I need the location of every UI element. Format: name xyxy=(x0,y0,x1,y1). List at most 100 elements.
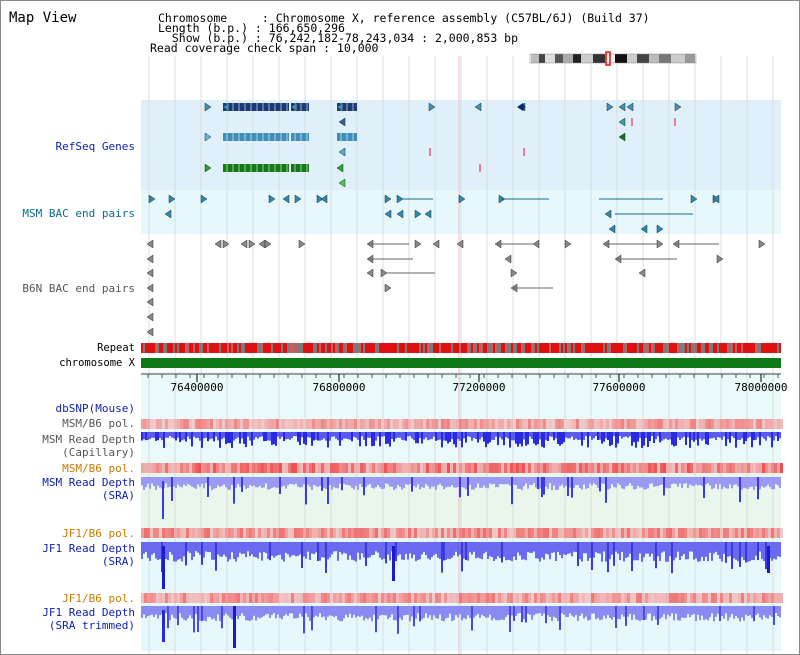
pol-band-cell xyxy=(600,463,603,473)
read-depth-bar xyxy=(757,477,759,500)
track-label-jf1-depth-trimmed[interactable]: JF1 Read Depth (SRA trimmed) xyxy=(42,606,135,632)
pol-band-cell xyxy=(189,593,192,603)
read-depth-bar xyxy=(515,542,517,561)
read-depth-bar xyxy=(369,606,371,618)
read-depth-bar xyxy=(599,606,601,621)
repeat-segment xyxy=(209,343,211,353)
read-depth-bar xyxy=(345,432,347,439)
read-depth-bar xyxy=(597,606,599,618)
pol-band-cell xyxy=(294,593,297,603)
gene-tick xyxy=(674,118,676,126)
track-label-msm-pol-2[interactable]: MSM/B6 pol. xyxy=(62,462,135,475)
read-depth-bar xyxy=(455,606,457,616)
pol-band-cell xyxy=(522,528,525,538)
track-label-msm-depth-capillary[interactable]: MSM Read Depth (Capillary) xyxy=(42,433,135,459)
pol-band-cell xyxy=(621,463,624,473)
repeat-segment xyxy=(503,343,505,353)
read-depth-bar xyxy=(295,432,297,437)
read-depth-bar xyxy=(621,477,623,489)
pol-band-cell xyxy=(360,593,363,603)
axis-tick-label: 76800000 xyxy=(313,381,366,394)
read-depth-bar xyxy=(591,542,593,571)
pol-band-cell xyxy=(771,528,774,538)
track-label-refseq[interactable]: RefSeq Genes xyxy=(55,140,135,153)
read-depth-bar xyxy=(741,432,743,439)
read-depth-bar xyxy=(665,477,667,488)
pol-band-cell xyxy=(345,528,348,538)
read-depth-bar xyxy=(557,606,559,622)
pol-band-cell xyxy=(684,463,687,473)
pol-band-cell xyxy=(750,528,753,538)
read-depth-bar xyxy=(165,477,167,484)
pol-band-cell xyxy=(384,463,387,473)
repeat-segment xyxy=(557,343,559,353)
read-depth-bar xyxy=(583,542,585,554)
track-label-msm-bac[interactable]: MSM BAC end pairs xyxy=(22,207,135,220)
pol-band-cell xyxy=(495,463,498,473)
pol-band-cell xyxy=(549,528,552,538)
read-depth-bar xyxy=(703,542,705,561)
refseq-gene-arrow-icon xyxy=(428,102,436,112)
pol-band-cell xyxy=(738,419,741,429)
pol-band-cell xyxy=(309,528,312,538)
pol-band-cell xyxy=(714,419,717,429)
read-depth-bar xyxy=(425,477,427,485)
repeat-segment xyxy=(583,343,585,353)
track-label-b6n-bac[interactable]: B6N BAC end pairs xyxy=(22,282,135,295)
track-label-msm-pol-1[interactable]: MSM/B6 pol. xyxy=(62,417,135,430)
read-depth-bar xyxy=(393,477,395,490)
read-depth-bar xyxy=(281,477,283,487)
read-depth-bar xyxy=(569,606,571,614)
read-depth-bar xyxy=(275,606,277,619)
pol-band-cell xyxy=(174,419,177,429)
pol-band-cell xyxy=(738,463,741,473)
read-depth-bar xyxy=(749,606,751,616)
repeat-segment xyxy=(353,343,355,353)
track-label-jf1-depth-sra[interactable]: JF1 Read Depth (SRA) xyxy=(42,542,135,568)
read-depth-bar xyxy=(169,542,171,553)
read-depth-bar xyxy=(551,542,553,553)
repeat-segment xyxy=(305,343,307,353)
pol-band-cell xyxy=(633,528,636,538)
pol-band-cell xyxy=(204,593,207,603)
read-depth-bar xyxy=(555,606,557,619)
read-depth-bar xyxy=(451,432,453,440)
track-label-msm-depth-sra[interactable]: MSM Read Depth (SRA) xyxy=(42,476,135,502)
pol-band-cell xyxy=(378,463,381,473)
read-depth-bar xyxy=(639,542,641,554)
track-label-dbsnp[interactable]: dbSNP(Mouse) xyxy=(55,402,135,415)
pol-band-cell xyxy=(603,528,606,538)
refseq-gene-arrow-icon xyxy=(204,102,212,112)
repeat-segment xyxy=(187,343,189,353)
read-depth-bar xyxy=(339,432,341,446)
read-depth-bar xyxy=(295,542,297,557)
read-depth-bar xyxy=(237,542,239,558)
pol-band-cell xyxy=(360,463,363,473)
pol-band-cell xyxy=(768,419,771,429)
pol-band-cell xyxy=(498,463,501,473)
pol-band-cell xyxy=(414,528,417,538)
read-depth-bar xyxy=(767,606,769,619)
read-depth-bar xyxy=(495,542,497,560)
pol-band-cell xyxy=(555,419,558,429)
pol-band-cell xyxy=(246,528,249,538)
pol-band-cell xyxy=(720,593,723,603)
track-label-jf1-pol-2[interactable]: JF1/B6 pol. xyxy=(62,592,135,605)
track-label-jf1-pol-1[interactable]: JF1/B6 pol. xyxy=(62,527,135,540)
repeat-segment xyxy=(437,343,439,353)
pol-band-cell xyxy=(522,593,525,603)
pol-band-cell xyxy=(147,528,150,538)
pol-band-cell xyxy=(600,528,603,538)
pol-band-cell xyxy=(456,593,459,603)
read-depth-bar xyxy=(623,432,625,437)
read-depth-bar xyxy=(715,606,717,617)
read-depth-bar xyxy=(165,432,167,438)
pol-band-cell xyxy=(546,419,549,429)
bac-end-arrow-icon xyxy=(458,194,466,204)
read-depth-bar xyxy=(291,432,293,439)
read-depth-bar xyxy=(213,477,215,489)
repeat-segment xyxy=(347,343,349,353)
pol-band-cell xyxy=(147,593,150,603)
repeat-segment xyxy=(293,343,295,353)
